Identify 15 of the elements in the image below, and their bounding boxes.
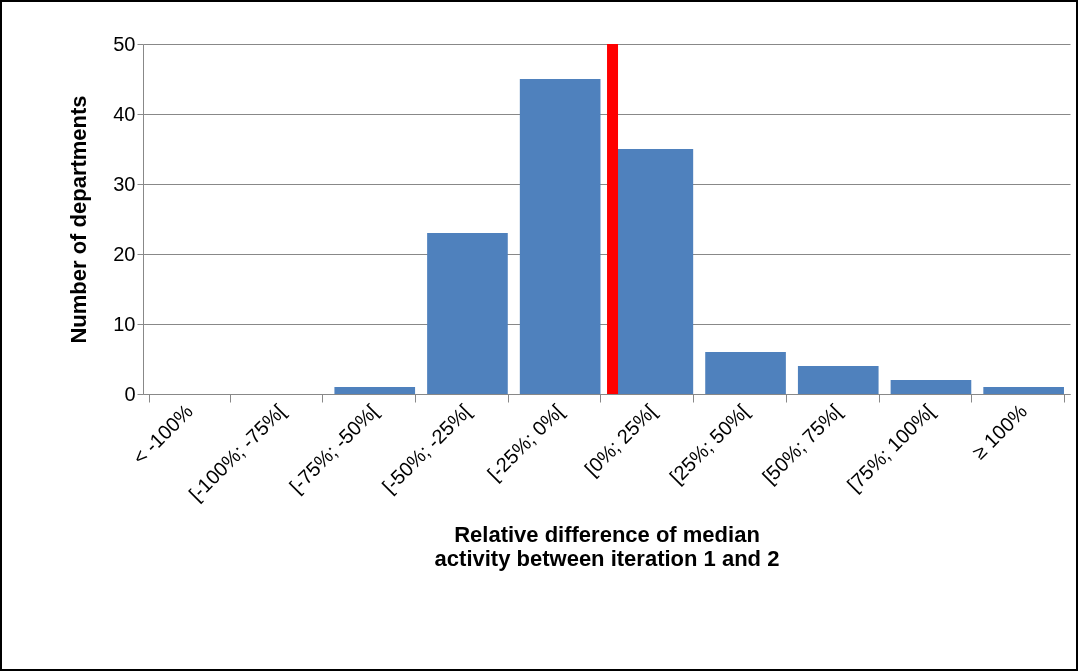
- bar: [519, 79, 601, 394]
- bar: [705, 352, 786, 394]
- bar: [334, 387, 416, 394]
- y-tick-label: 0: [124, 382, 136, 405]
- bar: [983, 387, 1064, 394]
- bar: [797, 366, 879, 394]
- y-tick-label: 50: [113, 32, 136, 55]
- y-tick-label: 10: [113, 312, 136, 335]
- x-axis-title: Relative difference of median activity between iteration 1 and 2: [434, 522, 780, 572]
- bar: [890, 380, 972, 394]
- y-axis-title: Number of departments: [66, 95, 92, 344]
- y-tick-label: 20: [113, 242, 136, 265]
- y-tick-label: 40: [113, 102, 136, 125]
- bar: [427, 233, 508, 394]
- y-tick-label: 30: [113, 172, 136, 195]
